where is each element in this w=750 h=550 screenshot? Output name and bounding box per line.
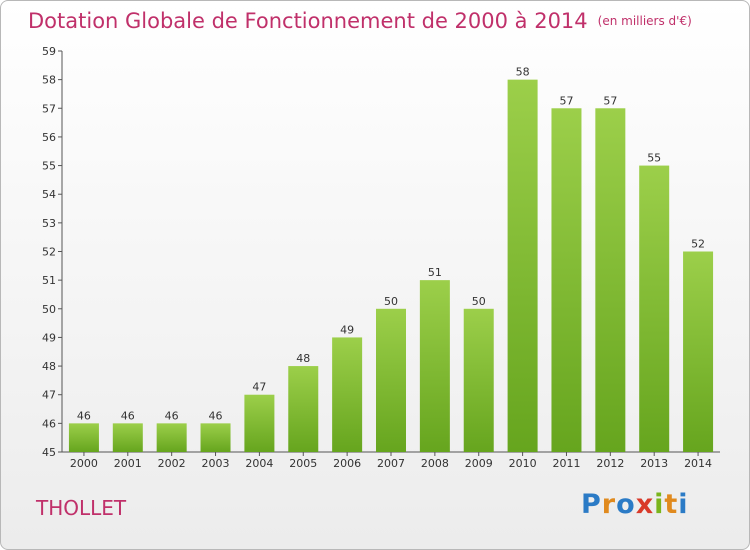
x-tick-label: 2001 xyxy=(114,457,142,470)
bar-value-label: 47 xyxy=(252,381,266,394)
bar-value-label: 46 xyxy=(121,409,135,422)
x-tick-label: 2000 xyxy=(70,457,98,470)
y-tick-label: 45 xyxy=(42,446,56,459)
x-tick-label: 2006 xyxy=(333,457,361,470)
y-tick-label: 46 xyxy=(42,417,56,430)
bar xyxy=(332,337,363,452)
bar-value-label: 46 xyxy=(209,409,223,422)
bar xyxy=(376,308,406,452)
x-tick-label: 2003 xyxy=(202,457,230,470)
x-tick-label: 2014 xyxy=(684,457,712,470)
x-tick-label: 2013 xyxy=(640,457,668,470)
bar xyxy=(595,108,626,453)
bar-value-label: 46 xyxy=(77,409,91,422)
x-tick-label: 2002 xyxy=(158,457,186,470)
bar-value-label: 52 xyxy=(691,238,705,251)
bar xyxy=(507,79,538,453)
y-tick-label: 58 xyxy=(42,74,56,87)
bar xyxy=(551,108,582,453)
bar xyxy=(68,423,99,452)
y-tick-label: 59 xyxy=(42,45,56,58)
bar xyxy=(112,423,143,452)
bar xyxy=(244,394,275,452)
y-tick-label: 48 xyxy=(42,360,56,373)
logo-letter: t xyxy=(664,489,679,520)
logo-letter: P xyxy=(581,489,602,520)
chart-subtitle: (en milliers d'€) xyxy=(597,14,692,28)
bar xyxy=(639,165,670,453)
bar xyxy=(463,308,494,452)
y-tick-label: 55 xyxy=(42,160,56,173)
x-tick-label: 2004 xyxy=(245,457,273,470)
bar-value-label: 51 xyxy=(428,266,442,279)
bar-value-label: 46 xyxy=(165,409,179,422)
y-tick-label: 56 xyxy=(42,131,56,144)
x-tick-label: 2010 xyxy=(509,457,537,470)
x-tick-label: 2012 xyxy=(596,457,624,470)
bar xyxy=(683,251,714,452)
logo-letter: i xyxy=(654,489,665,520)
y-tick-label: 53 xyxy=(42,217,56,230)
bar xyxy=(419,280,450,452)
y-tick-label: 47 xyxy=(42,389,56,402)
logo-letter: r xyxy=(601,489,617,520)
logo-letter: i xyxy=(678,489,689,520)
x-tick-label: 2009 xyxy=(465,457,493,470)
bar-value-label: 50 xyxy=(472,295,486,308)
bar-value-label: 57 xyxy=(559,94,573,107)
x-tick-label: 2007 xyxy=(377,457,405,470)
logo-letter: x xyxy=(635,489,655,520)
logo-letter: o xyxy=(616,489,636,520)
chart-title: Dotation Globale de Fonctionnement de 20… xyxy=(28,9,692,33)
commune-name: THOLLET xyxy=(36,496,127,520)
x-tick-label: 2005 xyxy=(289,457,317,470)
bar-value-label: 49 xyxy=(340,323,354,336)
bar-value-label: 57 xyxy=(603,94,617,107)
y-tick-label: 49 xyxy=(42,331,56,344)
bar xyxy=(200,423,231,452)
y-tick-label: 57 xyxy=(42,102,56,115)
bar-value-label: 55 xyxy=(647,152,661,165)
y-tick-label: 51 xyxy=(42,274,56,287)
x-tick-label: 2011 xyxy=(552,457,580,470)
bar xyxy=(156,423,187,452)
bar xyxy=(288,366,319,452)
proxiti-logo: Proxiti xyxy=(581,489,689,520)
title-text: Dotation Globale de Fonctionnement de 20… xyxy=(28,9,588,33)
y-tick-label: 54 xyxy=(42,188,56,201)
y-tick-label: 50 xyxy=(42,303,56,316)
y-tick-label: 52 xyxy=(42,246,56,259)
x-tick-label: 2008 xyxy=(421,457,449,470)
bar-value-label: 50 xyxy=(384,295,398,308)
bar-value-label: 48 xyxy=(296,352,310,365)
bar-value-label: 58 xyxy=(516,66,530,79)
